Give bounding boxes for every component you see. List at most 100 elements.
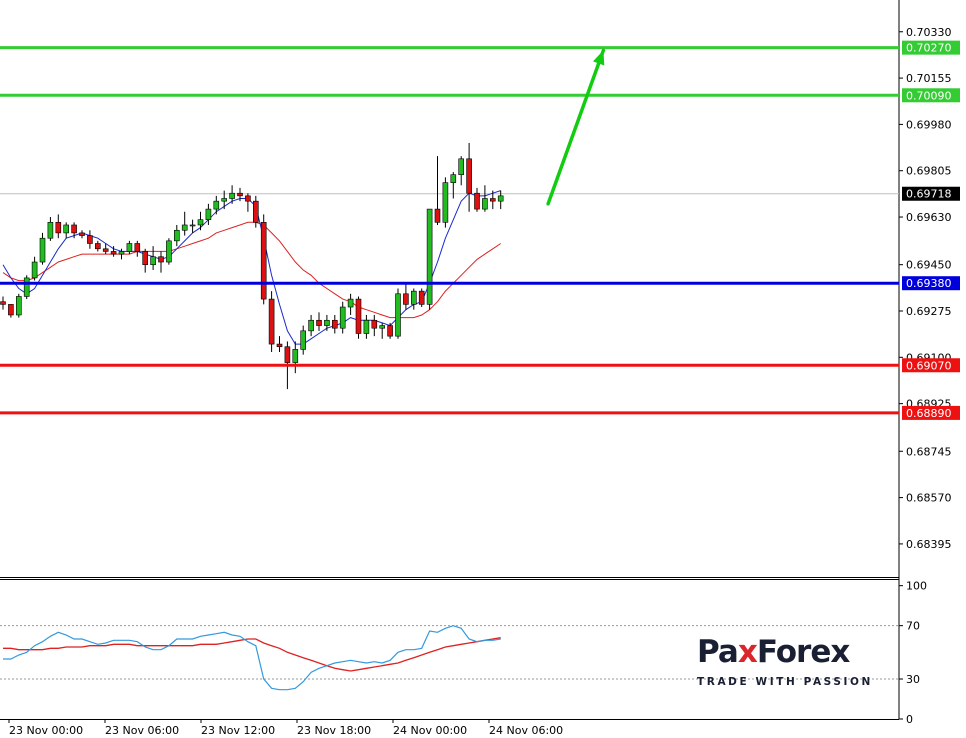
candle-body <box>237 192 243 197</box>
current-price-tag <box>902 186 960 201</box>
candle-body <box>31 261 38 279</box>
price-tick-label: 0.68745 <box>906 445 952 458</box>
candle <box>0 296 6 310</box>
candle-body <box>150 256 156 265</box>
candle <box>466 142 472 212</box>
level-price-tag <box>902 88 960 103</box>
candle-body <box>110 251 117 255</box>
candle-body <box>158 256 164 263</box>
candle-body <box>213 200 220 210</box>
candle-body <box>142 251 148 265</box>
price-tick-label: 0.70330 <box>906 26 952 39</box>
candle <box>197 211 204 231</box>
candle-body <box>403 293 409 305</box>
candle-body <box>395 293 401 337</box>
forecast-arrow-shaft <box>546 48 606 206</box>
candle-body <box>324 319 330 326</box>
time-tick-label: 23 Nov 12:00 <box>201 724 275 737</box>
candle-body <box>189 224 196 227</box>
price-tick-label: 0.69630 <box>906 211 952 224</box>
candle <box>23 275 30 300</box>
candle-body <box>260 222 267 300</box>
candle-body <box>102 248 109 252</box>
candle <box>355 296 362 339</box>
candle <box>221 190 227 210</box>
time-tick-label: 24 Nov 00:00 <box>393 724 467 737</box>
candle-body <box>426 208 433 305</box>
candle <box>260 214 267 305</box>
logo-tagline: TRADE WITH PASSION <box>697 676 873 688</box>
candle-body <box>276 343 283 348</box>
candle-body <box>126 243 133 252</box>
oscillator-signal-line <box>3 637 501 672</box>
candle-body <box>331 319 338 329</box>
paxforex-logo: PaxForex TRADE WITH PASSION <box>697 632 877 702</box>
candle-body <box>253 200 259 223</box>
candle-body <box>371 319 378 329</box>
candle <box>79 230 85 239</box>
candle <box>458 156 465 186</box>
candle <box>331 314 338 334</box>
candle <box>426 208 433 310</box>
candle-body <box>23 277 30 297</box>
candle <box>292 341 299 374</box>
candle-body <box>134 243 141 252</box>
level-price-label: 0.69070 <box>906 359 952 372</box>
candle-body <box>316 319 322 326</box>
candle-body <box>308 319 314 332</box>
candle-body <box>71 224 77 234</box>
candle <box>31 256 38 281</box>
candle <box>442 177 449 228</box>
candle-body <box>387 325 393 337</box>
level-price-tag <box>902 276 960 291</box>
candle <box>410 288 417 310</box>
candle <box>158 251 164 273</box>
candle-body <box>339 306 346 329</box>
candle-body <box>418 290 425 305</box>
candle <box>403 283 409 310</box>
candle-body <box>8 304 14 316</box>
candle <box>110 246 117 257</box>
candle <box>387 322 393 339</box>
forecast-arrow-head <box>593 50 605 66</box>
candle-body <box>63 224 70 234</box>
candle <box>253 195 259 228</box>
candle <box>489 190 496 210</box>
price-tick-label: 0.69805 <box>906 165 952 178</box>
candle-body <box>118 251 125 255</box>
candle <box>268 291 275 353</box>
candle <box>395 288 401 339</box>
time-tick-label: 23 Nov 06:00 <box>105 724 179 737</box>
candle-body <box>174 229 180 242</box>
candle-body <box>489 198 496 202</box>
candle <box>118 248 125 260</box>
candle-body <box>292 349 299 363</box>
oscillator-main-line <box>3 625 501 691</box>
level-price-label: 0.70270 <box>906 42 952 55</box>
candle <box>174 224 180 247</box>
candle <box>418 288 425 308</box>
candle <box>300 325 307 355</box>
candle-body <box>205 208 212 220</box>
candle <box>150 246 156 270</box>
current-price-label: 0.69718 <box>906 188 952 201</box>
slow-moving-average-line <box>2 221 501 319</box>
candle <box>8 304 14 318</box>
candle <box>245 193 251 212</box>
candle-body <box>55 222 62 234</box>
candle <box>434 156 441 225</box>
candle <box>189 219 196 233</box>
candle <box>55 214 62 239</box>
candle <box>126 240 133 255</box>
level-price-label: 0.70090 <box>906 89 952 102</box>
price-tick-label: 0.69275 <box>906 305 952 318</box>
candle-body <box>166 240 172 263</box>
candle-body <box>355 298 362 334</box>
time-tick-label: 23 Nov 00:00 <box>9 724 83 737</box>
price-tick-label: 0.70155 <box>906 72 952 85</box>
candle <box>142 248 148 273</box>
candle <box>63 222 70 239</box>
candle <box>497 190 504 210</box>
candle-body <box>79 232 85 236</box>
